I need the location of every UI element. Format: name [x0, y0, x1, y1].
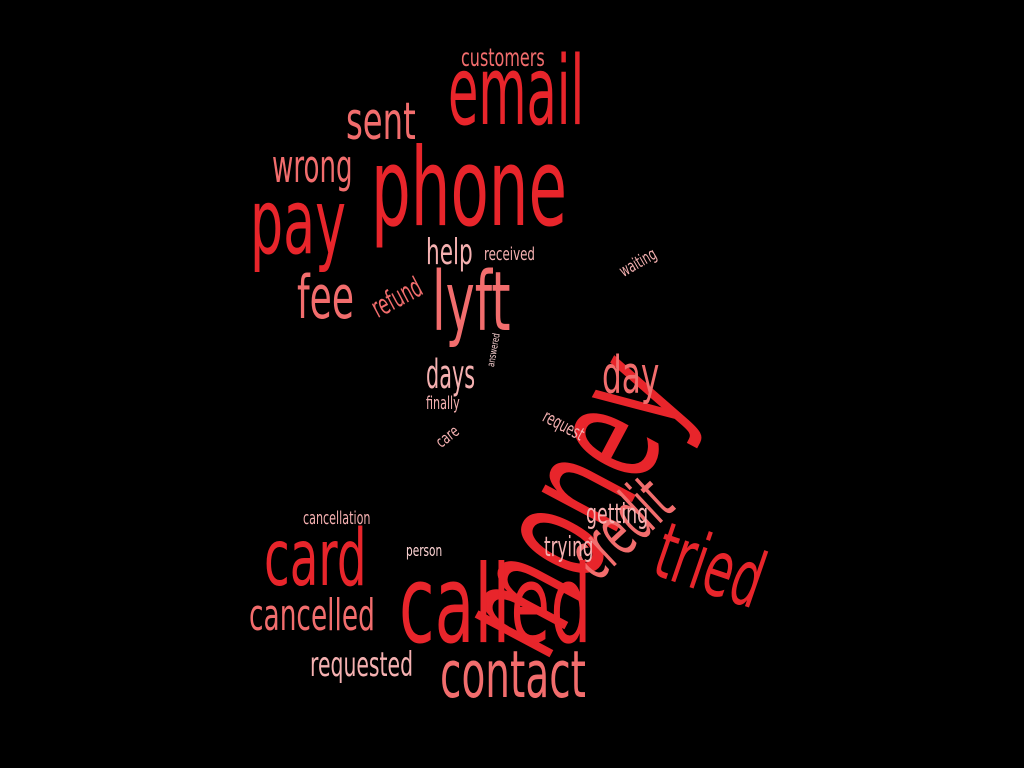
word-pay: pay [250, 170, 347, 275]
word-finally: finally [426, 393, 460, 414]
word-tried: tried [643, 506, 777, 627]
word-waiting: waiting [616, 244, 661, 282]
word-person: person [406, 541, 443, 560]
word-email: email [448, 37, 585, 147]
word-lyft: lyft [432, 255, 511, 350]
word-received: received [484, 244, 535, 265]
word-wrong: wrong [272, 140, 353, 193]
word-contact: contact [440, 638, 586, 713]
word-refund: refund [365, 270, 428, 325]
word-called: called [399, 543, 592, 668]
word-getting: getting [586, 497, 649, 530]
word-help: help [426, 232, 473, 273]
word-fee: fee [297, 263, 354, 333]
word-card: card [264, 514, 367, 604]
word-sent: sent [346, 92, 416, 152]
word-day: day [602, 346, 660, 406]
word-cancelled: cancelled [249, 590, 375, 641]
word-requested: requested [310, 645, 414, 685]
word-trying: trying [544, 530, 594, 563]
word-days: days [426, 352, 476, 398]
word-customers: customers [461, 43, 545, 72]
word-care: care [431, 421, 463, 452]
word-cancellation: cancellation [303, 508, 371, 529]
word-phone: phone [371, 126, 568, 251]
